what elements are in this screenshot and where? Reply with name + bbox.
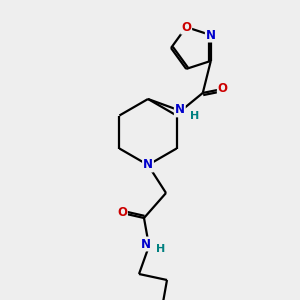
Text: N: N bbox=[206, 28, 216, 42]
Text: H: H bbox=[190, 111, 199, 121]
Text: N: N bbox=[175, 103, 185, 116]
Text: N: N bbox=[143, 158, 153, 172]
Text: N: N bbox=[141, 238, 151, 250]
Text: O: O bbox=[117, 206, 127, 220]
Text: H: H bbox=[156, 244, 165, 254]
Text: O: O bbox=[218, 82, 228, 95]
Text: O: O bbox=[181, 21, 191, 34]
